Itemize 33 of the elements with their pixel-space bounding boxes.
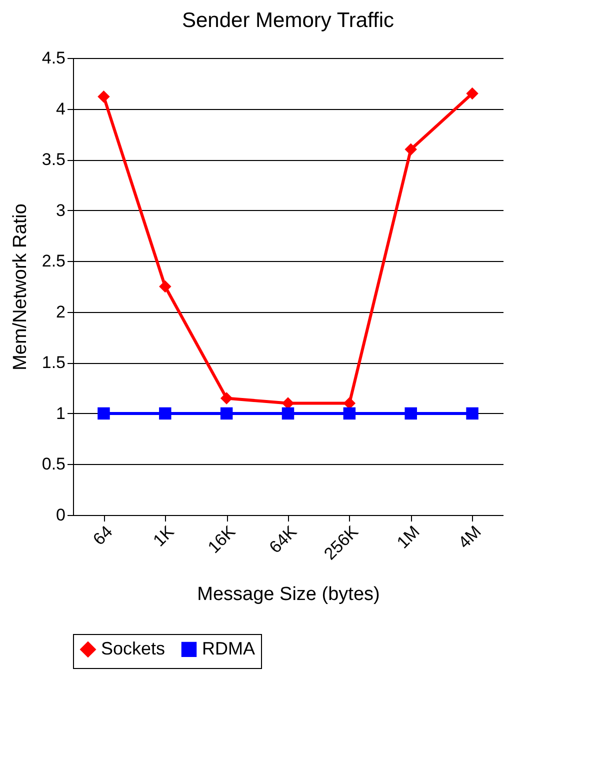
point — [220, 407, 233, 420]
point — [98, 90, 110, 103]
x-tick-label: 4M — [454, 522, 485, 552]
y-tick-label: 1 — [56, 404, 66, 423]
point — [98, 407, 110, 420]
point — [282, 407, 294, 420]
x-tick-label: 64K — [266, 522, 301, 557]
y-axis-title: Mem/Network Ratio — [10, 204, 31, 370]
x-tick-label: 1M — [393, 522, 424, 552]
point — [404, 143, 417, 156]
point — [220, 392, 233, 404]
x-axis-title: Message Size (bytes) — [197, 584, 380, 605]
y-tick-label: 1.5 — [42, 353, 66, 372]
point — [159, 280, 172, 293]
chart-title: Sender Memory Traffic — [182, 9, 394, 32]
y-tick-label: 4 — [56, 99, 66, 118]
y-tick-label: 4.5 — [42, 48, 66, 68]
y-tick-label: 3.5 — [42, 150, 66, 170]
y-tick-label: 0 — [56, 506, 66, 524]
y-tick-label: 3 — [56, 200, 66, 220]
point — [343, 407, 356, 420]
x-tick-label: 64 — [89, 522, 116, 549]
point — [466, 407, 478, 420]
x-tick-label: 1K — [150, 522, 178, 550]
point — [404, 407, 417, 420]
y-tick-label: 0.5 — [42, 454, 66, 474]
y-tick-label: 2.5 — [42, 252, 66, 271]
legend-label: Sockets — [101, 638, 166, 658]
point — [159, 407, 172, 420]
legend-label: RDMA — [202, 638, 255, 658]
point — [466, 87, 478, 100]
y-tick-label: 2 — [56, 302, 66, 322]
x-tick-label: 16K — [204, 522, 240, 557]
